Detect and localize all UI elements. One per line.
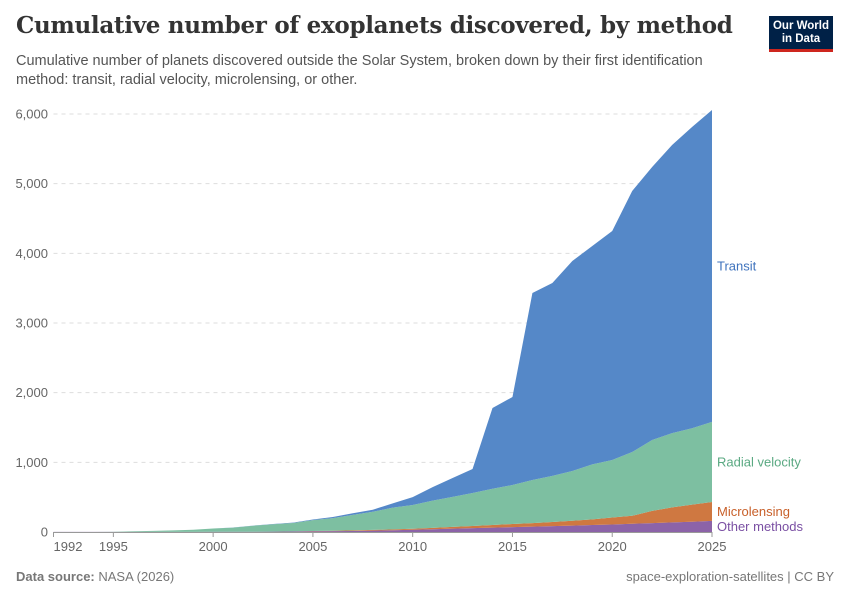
- area-radial-velocity[interactable]: [53, 421, 713, 532]
- area-series: [53, 110, 713, 532]
- series-label[interactable]: Transit: [717, 258, 757, 273]
- area-transit[interactable]: [53, 110, 713, 532]
- y-tick-label: 4,000: [15, 246, 48, 261]
- x-tick-label: 2010: [398, 539, 427, 554]
- page-title: Cumulative number of exoplanets discover…: [16, 12, 733, 39]
- y-tick-label: 3,000: [15, 316, 48, 331]
- area-microlensing[interactable]: [53, 502, 713, 532]
- source-value[interactable]: NASA (2026): [98, 569, 175, 584]
- y-tick-label: 5,000: [15, 176, 48, 191]
- area-other-methods[interactable]: [53, 520, 713, 532]
- footer-license[interactable]: space-exploration-satellites | CC BY: [626, 569, 834, 584]
- x-tick-label: 2005: [298, 539, 327, 554]
- owid-logo[interactable]: Our World in Data: [769, 16, 833, 52]
- source-label: Data source:: [16, 569, 95, 584]
- data-source: Data source: NASA (2026): [16, 569, 174, 584]
- series-label[interactable]: Radial velocity: [717, 454, 801, 469]
- series-label[interactable]: Microlensing: [717, 504, 790, 519]
- y-tick-label: 6,000: [15, 107, 48, 122]
- grid-lines: [53, 113, 712, 463]
- x-tick-label: 2020: [598, 539, 627, 554]
- axes: 0 1,000 2,000 3,000 4,000 5,000 6,000 1992 1995 2…: [15, 107, 726, 555]
- page-subtitle: Cumulative number of planets discovered …: [16, 53, 703, 88]
- x-tick-label: 2015: [498, 539, 527, 554]
- y-tick-label: 1,000: [15, 455, 48, 470]
- x-tick-label: 1992: [54, 539, 83, 554]
- y-tick-label: 0: [41, 525, 48, 540]
- series-label[interactable]: Other methods: [717, 519, 803, 534]
- x-tick-label: 2025: [698, 539, 727, 554]
- x-tick-label: 1995: [99, 539, 128, 554]
- x-tick-label: 2000: [199, 539, 228, 554]
- y-tick-label: 2,000: [15, 385, 48, 400]
